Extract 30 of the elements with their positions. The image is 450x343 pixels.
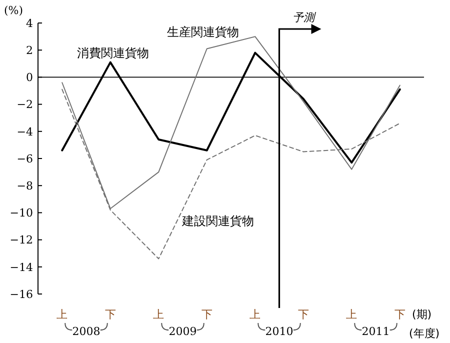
y-tick-label: −6 (16, 152, 33, 166)
y-tick-label: −10 (10, 206, 33, 220)
x-tick-label: 下 (298, 308, 309, 321)
y-tick-label: 0 (26, 71, 33, 84)
x-tick-label: 下 (104, 308, 116, 321)
x-tick-label: 上 (56, 308, 68, 321)
y-tick-label: −2 (16, 98, 33, 112)
series-label: 生産関連貨物 (167, 25, 239, 39)
x-tick-label: 下 (201, 308, 212, 321)
annotation: 予測 (292, 11, 316, 24)
y-tick-label: −14 (10, 260, 33, 274)
x-tick-label: 上 (153, 308, 164, 321)
y-tick-label: −4 (16, 125, 33, 138)
x-tick-label: 上 (250, 308, 261, 321)
text: (年度) (409, 327, 440, 340)
series-label: 建設関連貨物 (181, 214, 254, 228)
text: 2008 (72, 325, 100, 338)
text: 2010 (265, 325, 294, 338)
x-tick-label: 下 (394, 308, 406, 321)
y-tick-label: 4 (26, 16, 33, 30)
text: 2011 (362, 325, 390, 338)
x-tick-label: 上 (346, 308, 358, 321)
text: (期) (412, 308, 432, 321)
series-label: 消費関連貨物 (77, 46, 149, 60)
y-tick-label: −8 (16, 179, 33, 192)
y-tick-label: 2 (26, 44, 33, 57)
y-tick-label: −12 (10, 234, 33, 247)
y-tick-label: −16 (10, 288, 33, 301)
y-axis-title: (%) (4, 4, 24, 17)
text: 2009 (168, 325, 197, 338)
